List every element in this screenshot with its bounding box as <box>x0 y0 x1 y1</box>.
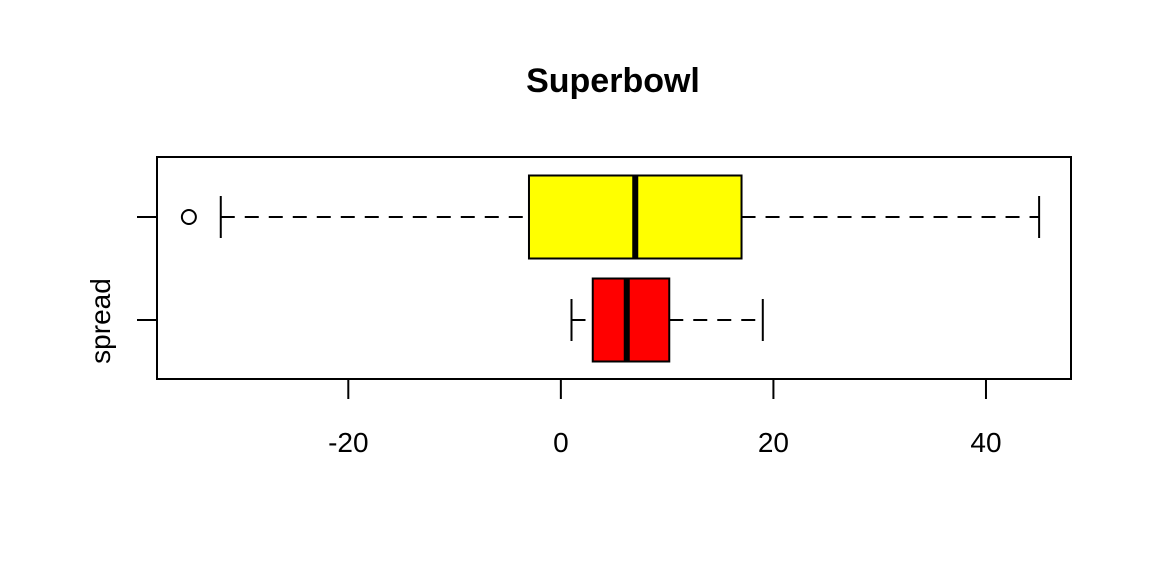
box-top <box>180 174 1041 260</box>
x-tick-label: -20 <box>328 427 368 458</box>
y-axis-label: spread <box>85 278 116 364</box>
x-axis: -20 0 20 40 <box>328 378 1002 458</box>
x-tick-label: 20 <box>758 427 789 458</box>
x-tick-label: 40 <box>970 427 1001 458</box>
boxes <box>180 174 1041 363</box>
chart-title: Superbowl <box>526 62 700 100</box>
y-axis <box>137 216 157 321</box>
x-tick-label: 0 <box>553 427 569 458</box>
iqr-box <box>591 277 671 363</box>
box-bottom <box>570 277 764 363</box>
outlier-point <box>180 209 197 225</box>
